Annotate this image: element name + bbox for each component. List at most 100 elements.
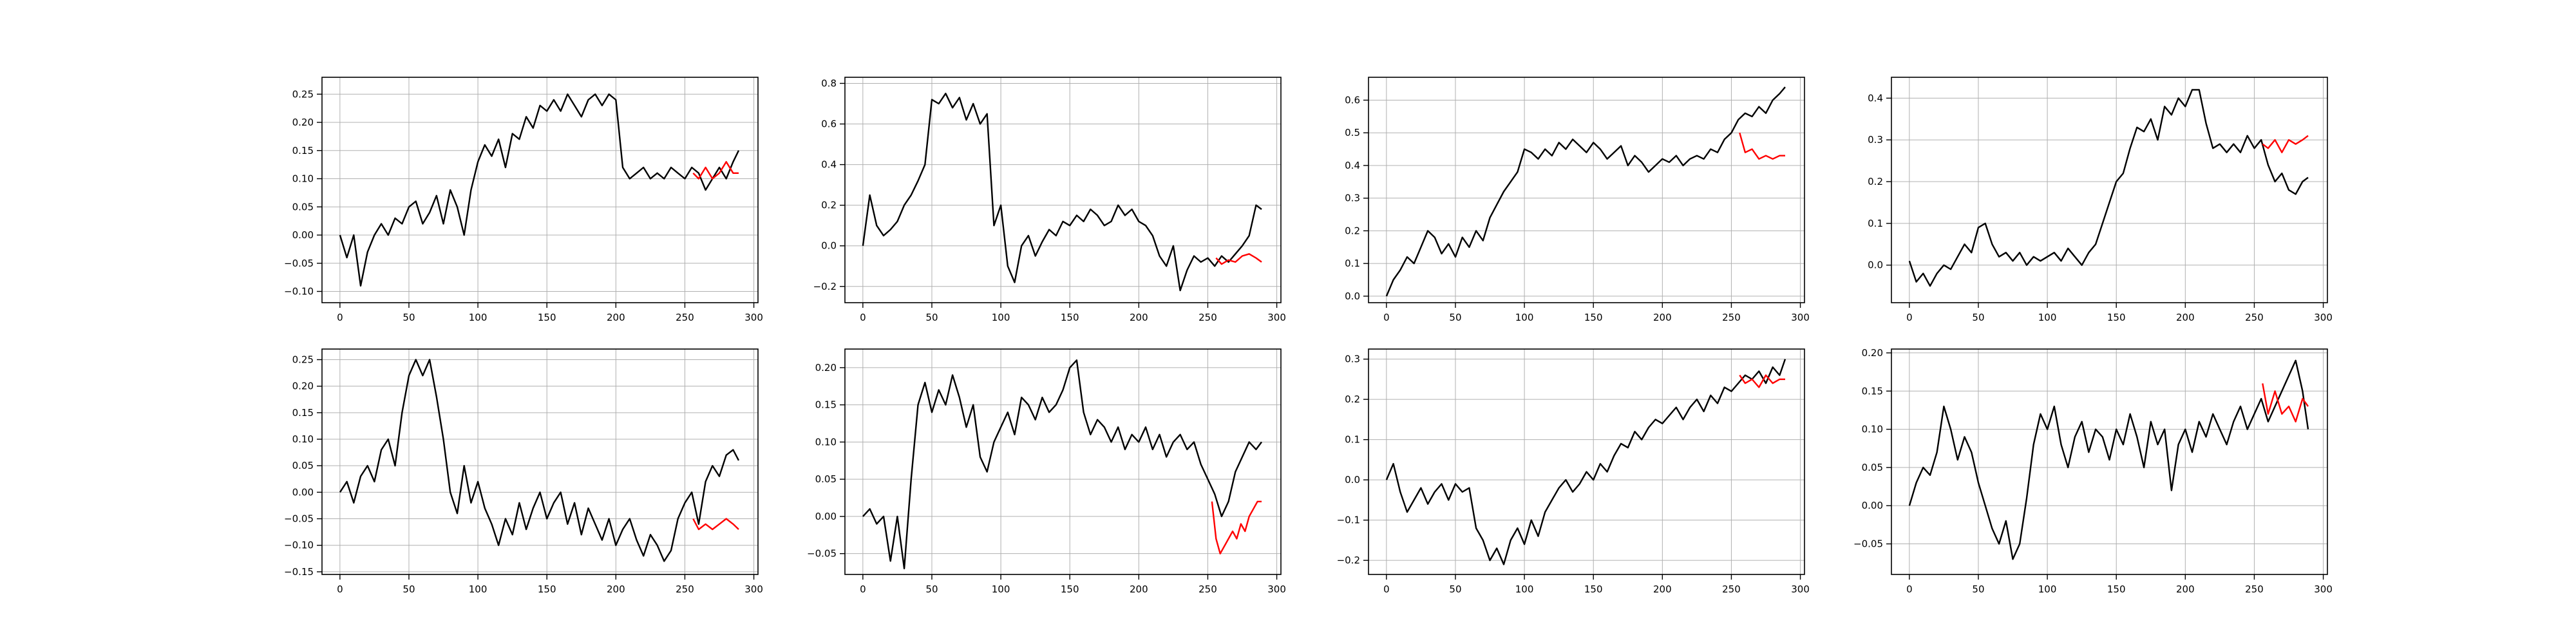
x-tick-label: 150 — [2107, 583, 2126, 595]
x-tick-label: 200 — [1130, 312, 1148, 323]
axes-frame — [1891, 77, 2328, 303]
x-tick-label: 200 — [1653, 583, 1672, 595]
x-tick-label: 0 — [337, 583, 343, 595]
series-line-actual — [1908, 89, 2309, 287]
plot-area — [845, 77, 1281, 303]
y-tick-label: 0.4 — [1345, 160, 1360, 171]
x-tick-label: 150 — [538, 312, 556, 323]
x-tick-label: 50 — [925, 583, 938, 595]
x-tick-label: 100 — [469, 583, 488, 595]
x-tick-label: 50 — [1972, 312, 1984, 323]
y-tick-label: 0.10 — [1862, 424, 1883, 435]
x-tick-label: 250 — [2245, 583, 2264, 595]
x-tick-label: 150 — [2107, 312, 2126, 323]
x-tick-label: 250 — [1198, 312, 1217, 323]
y-tick-label: 0.2 — [1345, 393, 1360, 405]
x-tick-label: 250 — [676, 312, 694, 323]
axes-frame — [844, 348, 1282, 575]
x-tick-label: 150 — [1584, 312, 1603, 323]
series-line-predicted — [692, 161, 739, 180]
series-line-predicted — [1739, 132, 1785, 160]
y-tick-label: 0.05 — [292, 460, 314, 471]
x-tick-label: 0 — [337, 312, 343, 323]
y-tick-label: −0.10 — [284, 286, 314, 298]
x-tick-label: 300 — [1791, 583, 1810, 595]
x-tick-label: 250 — [676, 583, 694, 595]
x-tick-label: 200 — [607, 583, 625, 595]
y-tick-label: 0.3 — [1868, 134, 1883, 146]
x-tick-label: 300 — [1791, 312, 1810, 323]
y-tick-label: 0.5 — [1345, 127, 1360, 138]
x-tick-label: 300 — [2314, 583, 2333, 595]
y-tick-label: 0.00 — [1862, 500, 1883, 511]
x-tick-label: 50 — [1449, 312, 1461, 323]
y-tick-label: 0.0 — [1345, 474, 1360, 486]
y-tick-label: 0.4 — [821, 159, 837, 171]
axes-frame — [1368, 77, 1805, 303]
x-tick-label: 300 — [744, 312, 763, 323]
x-tick-label: 0 — [1383, 583, 1390, 595]
x-tick-label: 250 — [1722, 583, 1741, 595]
y-tick-label: 0.2 — [821, 200, 837, 211]
series-line-predicted — [2262, 383, 2309, 422]
x-tick-label: 100 — [1515, 312, 1534, 323]
y-tick-label: 0.10 — [292, 433, 314, 445]
y-tick-label: 0.20 — [292, 381, 314, 392]
y-tick-label: −0.2 — [1337, 554, 1360, 566]
x-tick-label: 50 — [402, 583, 415, 595]
x-tick-label: 100 — [992, 312, 1010, 323]
x-tick-label: 0 — [1906, 583, 1913, 595]
x-tick-label: 150 — [538, 583, 556, 595]
x-tick-label: 100 — [992, 583, 1010, 595]
chart-panel-7: 0 50 100 150 200 250 300 −0.2 −0.1 0.0 0.1 0.2 0.3 — [1337, 348, 1810, 595]
y-tick-label: 0.4 — [1868, 92, 1883, 104]
y-tick-label: 0.05 — [815, 473, 837, 485]
y-tick-label: 0.15 — [292, 407, 314, 419]
chart-panel-2: 0 50 100 150 200 250 300 −0.2 0.0 0.2 0.4 0.6 0.8 — [813, 77, 1286, 323]
y-tick-label: 0.25 — [292, 354, 314, 365]
axes-frame — [1891, 348, 2328, 575]
y-tick-label: 0.2 — [1868, 176, 1883, 187]
x-tick-label: 100 — [2038, 312, 2057, 323]
chart-panel-4: 0 50 100 150 200 250 300 0.0 0.1 0.2 0.3 0.4 — [1868, 77, 2333, 323]
series-line-actual — [339, 93, 740, 287]
y-tick-label: 0.1 — [1345, 258, 1360, 269]
axes-frame — [844, 77, 1282, 303]
series-line-actual — [862, 92, 1262, 292]
x-tick-label: 300 — [2314, 312, 2333, 323]
x-tick-label: 150 — [1584, 583, 1603, 595]
chart-panel-5: 0 50 100 150 200 250 300 −0.15 −0.10 −0.05 0.00 0.0… — [284, 348, 763, 595]
y-tick-label: 0.3 — [1345, 354, 1360, 365]
y-tick-label: 0.0 — [1345, 290, 1360, 302]
y-tick-label: 0.1 — [1345, 434, 1360, 446]
plot-area — [322, 349, 758, 574]
series-line-predicted — [2262, 135, 2309, 153]
x-tick-label: 200 — [2176, 312, 2195, 323]
plot-area — [1368, 77, 1804, 303]
y-tick-label: 0.00 — [292, 486, 314, 498]
axes-frame — [321, 77, 759, 303]
chart-panel-8: 0 50 100 150 200 250 300 −0.05 0.00 0.05 0.10 0.15 0… — [1853, 347, 2333, 595]
y-tick-label: 0.05 — [292, 201, 314, 213]
y-tick-label: 0.0 — [1868, 260, 1883, 271]
y-tick-label: −0.05 — [1853, 538, 1883, 550]
x-tick-label: 300 — [1267, 583, 1286, 595]
y-tick-label: 0.8 — [821, 77, 837, 89]
series-line-predicted — [692, 518, 739, 531]
y-tick-label: 0.10 — [815, 436, 837, 448]
series-line-actual — [1385, 359, 1786, 565]
y-tick-label: −0.2 — [813, 281, 837, 292]
y-tick-label: 0.0 — [821, 240, 837, 252]
chart-panel-1: 0 50 100 150 200 250 300 −0.10 −0.05 0.00 0.05 0.10… — [284, 77, 763, 323]
plot-area — [1891, 349, 2327, 574]
x-tick-label: 50 — [402, 312, 415, 323]
chart-panel-3: 0 50 100 150 200 250 300 0.0 0.1 0.2 0.3 0.4 0.5 0.6 — [1345, 77, 1810, 323]
plot-area — [845, 349, 1281, 574]
x-tick-label: 50 — [925, 312, 938, 323]
y-tick-label: 0.15 — [1862, 385, 1883, 397]
plot-area — [1368, 349, 1804, 574]
y-tick-label: 0.00 — [815, 511, 837, 522]
y-tick-label: 0.10 — [292, 173, 314, 185]
x-tick-label: 0 — [860, 583, 866, 595]
